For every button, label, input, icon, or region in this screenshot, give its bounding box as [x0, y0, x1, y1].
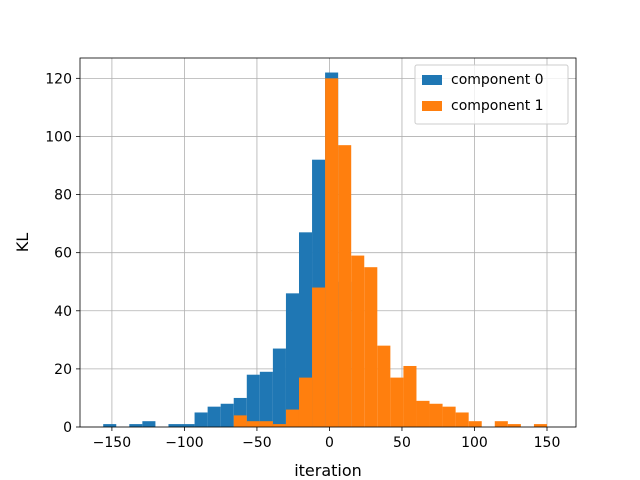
y-tick-label: 0 — [63, 420, 72, 436]
histogram-bar-component-1 — [468, 421, 482, 427]
histogram-bar-component-0 — [259, 371, 273, 427]
histogram-bar-component-1 — [429, 403, 443, 427]
histogram-bar-component-0 — [194, 412, 208, 427]
histogram-bar-component-1 — [298, 377, 313, 427]
histogram-bar-component-1 — [403, 365, 417, 427]
y-tick-label: 20 — [54, 362, 72, 378]
histogram-bar-component-0 — [103, 424, 117, 427]
histogram-bar-component-1 — [416, 400, 430, 427]
x-tick-label: −50 — [242, 435, 272, 451]
histogram-bar-component-1 — [377, 345, 391, 427]
histogram-bar-component-0 — [246, 374, 260, 427]
histogram-bar-component-0 — [220, 403, 234, 427]
histogram-bar-component-1 — [312, 287, 326, 427]
x-tick-label: 50 — [393, 435, 411, 451]
histogram-bar-component-1 — [507, 424, 521, 427]
y-tick-label: 60 — [54, 246, 72, 262]
histogram-bar-component-0 — [142, 421, 156, 427]
histogram-bar-component-0 — [181, 424, 195, 427]
histogram-bar-component-1 — [259, 421, 273, 427]
x-tick-label: −150 — [93, 435, 131, 451]
histogram-bar-component-1 — [325, 78, 339, 427]
histogram-bar-component-1 — [442, 406, 456, 427]
legend-label-component-1: component 1 — [451, 98, 544, 114]
histogram-bar-component-0 — [129, 424, 143, 427]
legend: component 0 component 1 — [414, 64, 569, 125]
histogram-bar-component-1 — [533, 424, 547, 427]
histogram-bar-component-0 — [272, 348, 286, 427]
y-tick-label: 100 — [45, 129, 72, 145]
y-tick-label: 120 — [45, 71, 72, 87]
histogram-bar-component-0 — [168, 424, 182, 427]
x-tick-label: 100 — [461, 435, 488, 451]
histogram-bar-component-1 — [390, 377, 404, 427]
histogram-bars — [103, 72, 547, 428]
histogram-bar-component-0 — [285, 293, 299, 427]
y-axis-label: KL — [13, 233, 32, 252]
histogram-bar-component-1 — [338, 145, 352, 428]
legend-label-component-0: component 0 — [451, 72, 544, 88]
axis-ticks: −150 −100 −50 0 50 100 150 0 20 40 60 80 100 120 — [45, 71, 560, 451]
histogram-bar-component-0 — [207, 406, 221, 427]
histogram-bar-component-1 — [494, 421, 508, 427]
histogram-bar-component-1 — [285, 409, 299, 427]
histogram-bar-component-1 — [364, 267, 378, 427]
legend-swatch-component-0 — [422, 75, 442, 85]
y-tick-label: 40 — [54, 304, 72, 320]
plot-frame — [79, 57, 577, 428]
x-axis-label: iteration — [294, 461, 362, 480]
legend-swatch-component-1 — [422, 101, 442, 111]
histogram-bar-component-1 — [455, 412, 469, 427]
histogram-bar-component-1 — [246, 421, 260, 427]
x-tick-label: 0 — [325, 435, 334, 451]
histogram-bar-component-1 — [233, 415, 247, 427]
x-tick-label: 150 — [534, 435, 561, 451]
legend-box — [414, 64, 569, 125]
histogram-bar-component-1 — [351, 255, 365, 427]
x-tick-label: −100 — [165, 435, 203, 451]
y-tick-label: 80 — [54, 188, 72, 204]
histogram-bar-component-1 — [272, 424, 286, 427]
